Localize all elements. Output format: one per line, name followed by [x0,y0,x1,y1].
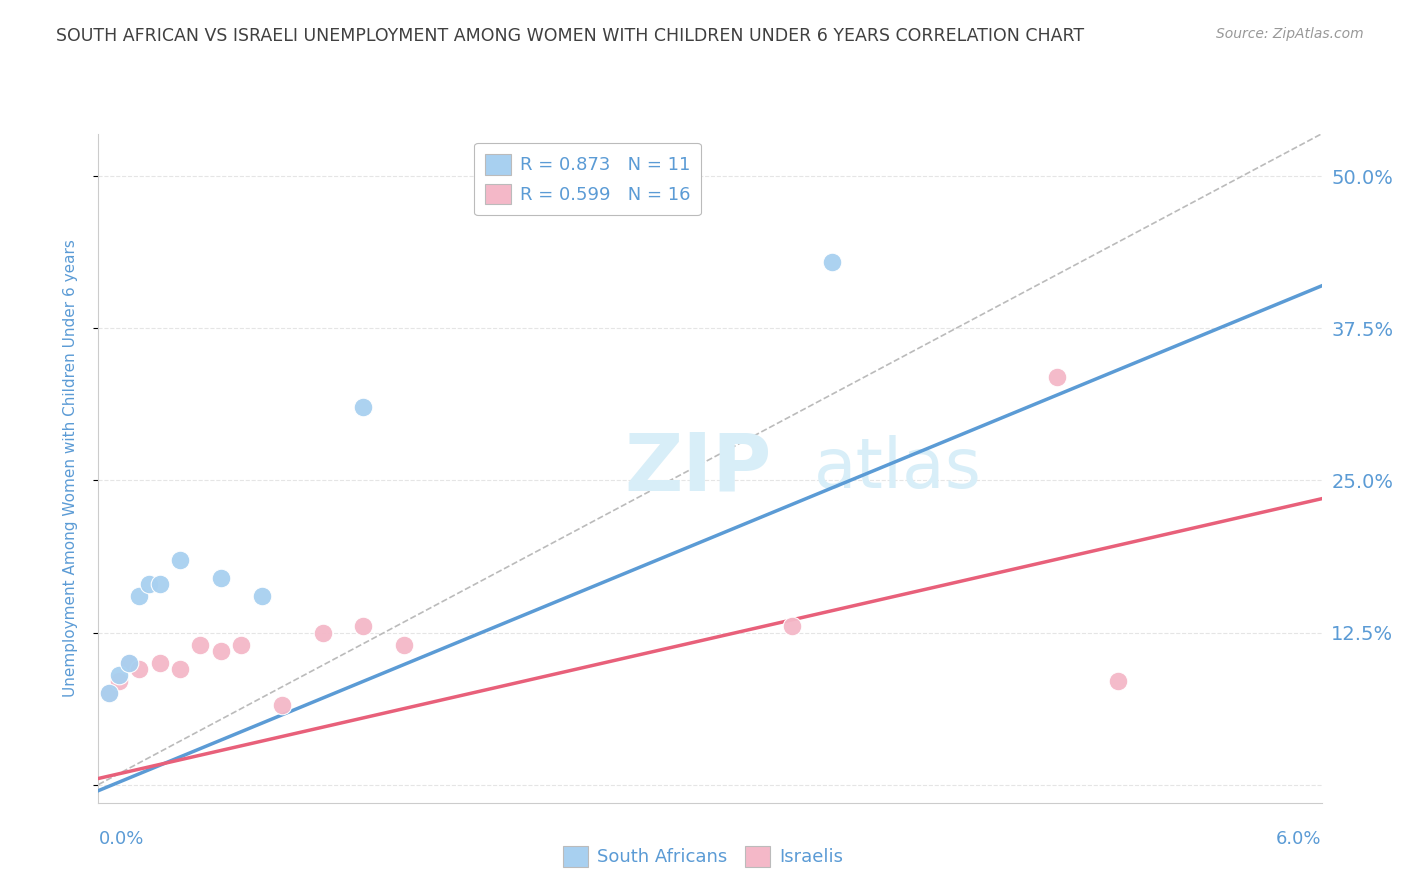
Point [392,638,416,652]
Point [169,552,191,566]
Point [118,656,141,670]
Point [149,577,172,591]
Point [169,662,191,676]
Point [97,686,120,700]
Point [108,674,131,689]
Point [780,619,803,633]
Point [352,401,374,415]
Text: Source: ZipAtlas.com: Source: ZipAtlas.com [1216,27,1364,41]
Legend: R = 0.873   N = 11, R = 0.599   N = 16: R = 0.873 N = 11, R = 0.599 N = 16 [474,143,700,215]
Legend: South Africans, Israelis: South Africans, Israelis [555,838,851,874]
Point [149,656,172,670]
Point [209,644,232,658]
Point [209,571,232,585]
Text: 0.0%: 0.0% [98,830,143,847]
Point [250,589,273,603]
Point [352,619,374,633]
Point [311,625,335,640]
Point [1045,370,1069,384]
Point [231,638,253,652]
Y-axis label: Unemployment Among Women with Children Under 6 years: Unemployment Among Women with Children U… [63,239,77,698]
Point [1107,674,1129,689]
Point [821,254,844,268]
Text: 6.0%: 6.0% [1277,830,1322,847]
Point [97,686,120,700]
Point [128,589,150,603]
Point [128,662,150,676]
Point [108,668,131,682]
Text: atlas: atlas [814,434,981,502]
Point [138,577,160,591]
Point [188,638,212,652]
Point [118,656,141,670]
Text: ZIP: ZIP [624,429,772,508]
Text: SOUTH AFRICAN VS ISRAELI UNEMPLOYMENT AMONG WOMEN WITH CHILDREN UNDER 6 YEARS CO: SOUTH AFRICAN VS ISRAELI UNEMPLOYMENT AM… [56,27,1084,45]
Point [270,698,292,713]
